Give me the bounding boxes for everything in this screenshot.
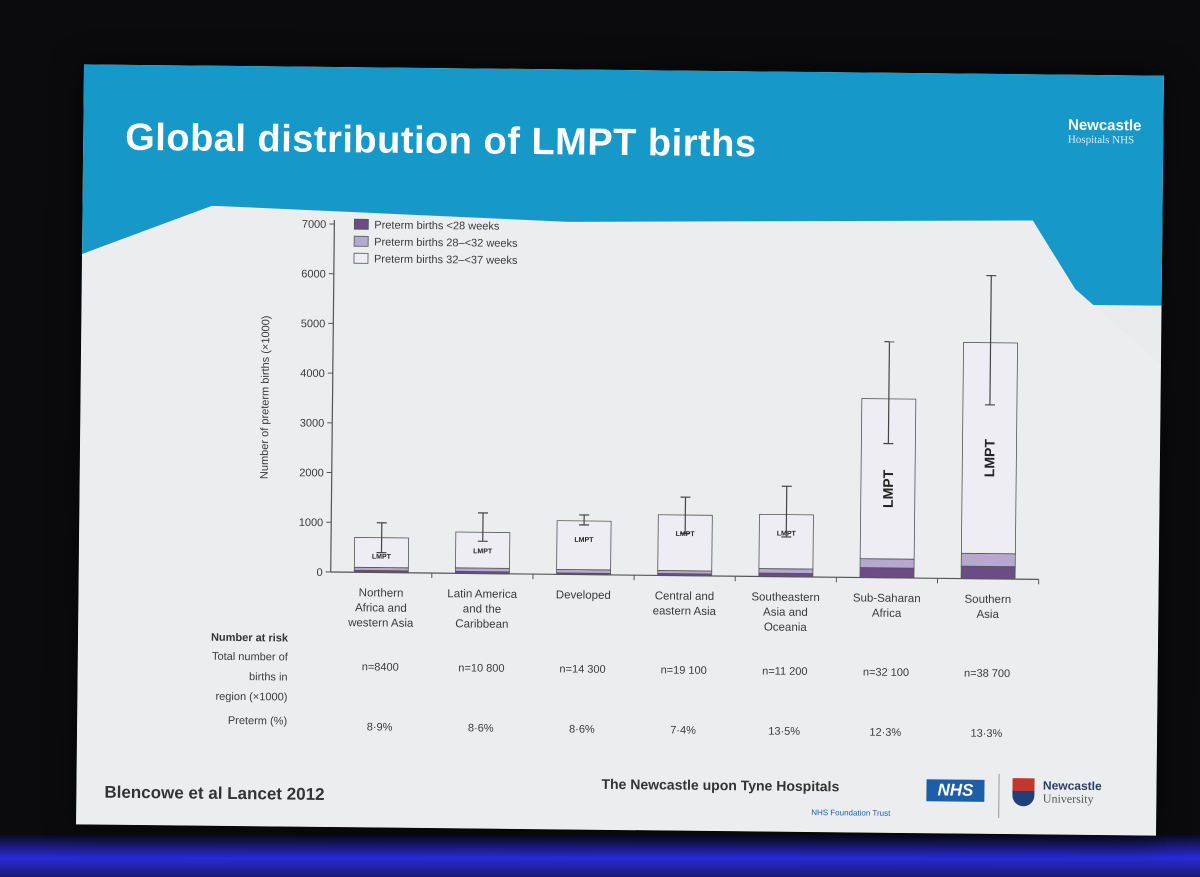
- risk-row-label: births in: [249, 671, 288, 683]
- y-tick-label: 0: [317, 567, 323, 579]
- bar-label-lmpt: LMPT: [981, 439, 997, 478]
- bar-segment-3-cat-3: [556, 520, 612, 571]
- category-label: Central and: [655, 590, 715, 603]
- bar-label-lmpt: LMPT: [880, 469, 896, 508]
- legend-swatch-2: [353, 235, 369, 247]
- risk-total-births: n=19 100: [661, 664, 707, 676]
- risk-preterm-percent: 13·3%: [971, 728, 1003, 740]
- y-axis-label: Number of preterm births (×1000): [259, 315, 273, 479]
- risk-preterm-percent: 8·6%: [569, 723, 595, 735]
- bar-segment-2-cat-7: [960, 552, 1016, 568]
- category-label: Northern: [359, 587, 404, 599]
- category-label: Asia: [976, 609, 999, 621]
- legend-label-1: Preterm births <28 weeks: [374, 219, 500, 232]
- risk-row-label: Preterm (%): [228, 715, 287, 728]
- risk-total-births: n=14 300: [559, 663, 605, 675]
- risk-total-births: n=10 800: [458, 662, 504, 674]
- risk-preterm-percent: 8·6%: [468, 722, 494, 734]
- error-bar: [785, 486, 788, 537]
- risk-total-births: n=38 700: [964, 668, 1010, 680]
- bar-label-lmpt: LMPT: [473, 548, 493, 555]
- risk-row-label: Total number of: [212, 651, 289, 664]
- risk-total-births: n=11 200: [762, 666, 807, 678]
- stage-glow: [0, 835, 1200, 877]
- y-tick-label: 1000: [299, 517, 324, 529]
- risk-row-label: region (×1000): [215, 691, 287, 704]
- bar-label-lmpt: LMPT: [574, 537, 594, 544]
- bar-label-lmpt: LMPT: [777, 531, 797, 538]
- category-label: Sub-Saharan: [853, 592, 921, 605]
- legend-label-2: Preterm births 28–<32 weeks: [374, 236, 518, 250]
- category-label: Africa and: [355, 602, 407, 615]
- category-label: Oceania: [764, 622, 808, 634]
- footer-trust: NHS Foundation Trust: [811, 808, 891, 818]
- category-label: Asia and: [763, 607, 808, 619]
- y-tick-label: 2000: [299, 467, 324, 479]
- category-label: eastern Asia: [653, 605, 717, 618]
- university-name-line2: University: [1042, 791, 1094, 806]
- nhs-logo: NHS: [926, 779, 985, 802]
- university-name: Newcastle University: [1042, 778, 1102, 806]
- y-tick-label: 6000: [301, 268, 326, 280]
- newcastle-university-logo: Newcastle University: [1012, 778, 1102, 807]
- category-label: Latin America: [447, 588, 517, 601]
- risk-table-header: Number at risk: [211, 632, 289, 645]
- category-label: western Asia: [347, 617, 414, 630]
- category-label: Developed: [556, 589, 611, 602]
- risk-total-births: n=8400: [362, 661, 399, 673]
- y-axis: [330, 219, 335, 572]
- category-label: Africa: [872, 608, 902, 620]
- y-tick-label: 4000: [300, 368, 325, 380]
- citation: Blencowe et al Lancet 2012: [104, 782, 325, 804]
- bar-label-lmpt: LMPT: [676, 531, 696, 538]
- risk-preterm-percent: 8·9%: [367, 721, 393, 733]
- chart: 0 1000 2000 3000 4000 5000 6000 7000 Number of p…: [211, 218, 1040, 740]
- category-label: Southern: [964, 594, 1011, 606]
- projected-slide: Global distribution of LMPT births Newca…: [76, 64, 1164, 836]
- y-tick-label: 3000: [300, 418, 325, 430]
- legend-label-3: Preterm births 32–<37 weeks: [374, 253, 518, 267]
- y-tick-label: 5000: [301, 318, 326, 330]
- bar-segment-1-cat-6: [859, 567, 915, 579]
- risk-preterm-percent: 12·3%: [869, 727, 901, 739]
- error-bar: [989, 275, 992, 405]
- bar-label-lmpt: LMPT: [372, 554, 392, 561]
- legend-swatch-1: [353, 218, 369, 230]
- bar-segment-1-cat-7: [960, 565, 1016, 580]
- risk-total-births: n=32 100: [863, 667, 909, 679]
- university-crest-icon: [1012, 778, 1035, 807]
- category-label: Caribbean: [455, 618, 508, 631]
- error-bar: [887, 341, 891, 444]
- footer-hospital-name: The Newcastle upon Tyne Hospitals: [601, 775, 840, 795]
- category-label: Southeastern: [751, 591, 820, 604]
- bar-segment-2-cat-6: [859, 558, 915, 569]
- category-label: and the: [463, 603, 501, 615]
- risk-preterm-percent: 7·4%: [670, 725, 696, 737]
- risk-preterm-percent: 13·5%: [768, 726, 800, 738]
- legend-swatch-3: [353, 252, 369, 264]
- y-tick-label: 7000: [302, 219, 327, 231]
